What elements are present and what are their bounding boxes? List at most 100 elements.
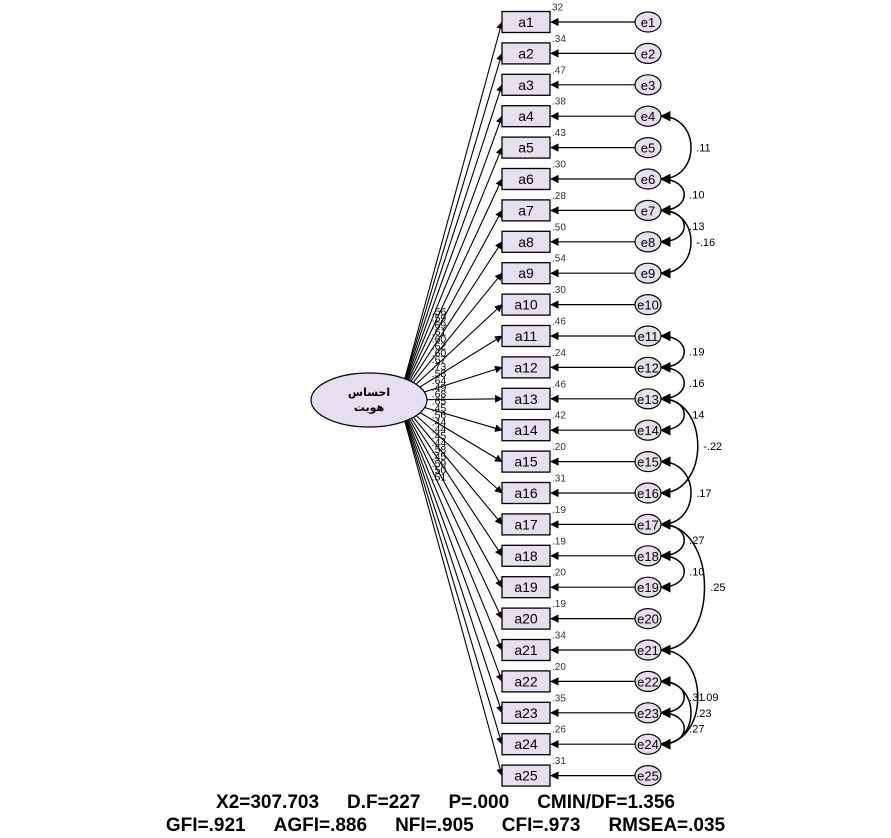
loading-label: .58 <box>432 368 447 380</box>
observed-a24[interactable]: a24 <box>501 733 551 756</box>
covariance-arc <box>659 550 685 593</box>
error-e13[interactable]: e13 <box>634 388 662 410</box>
error-e12[interactable]: e12 <box>634 356 662 378</box>
error-e11[interactable]: e11 <box>634 325 662 347</box>
loading-path <box>398 21 504 401</box>
loading-path <box>398 399 504 777</box>
observed-a5[interactable]: a5 <box>501 136 551 159</box>
error-e24[interactable]: e24 <box>634 733 662 755</box>
observed-label: a13 <box>514 391 538 407</box>
error-label: e6 <box>641 172 655 187</box>
rmsea: RMSEA=.035 <box>608 815 726 836</box>
observed-a14[interactable]: a14 <box>501 419 551 442</box>
covariance-arc <box>659 173 685 216</box>
error-label: e2 <box>641 46 655 61</box>
observed-label: a22 <box>514 673 538 689</box>
error-e4[interactable]: e4 <box>634 105 662 127</box>
error-paths <box>550 17 637 780</box>
observed-label: a11 <box>515 328 538 344</box>
covariance-label: .31 <box>689 692 704 704</box>
error-e14[interactable]: e14 <box>634 419 662 441</box>
observed-a7[interactable]: a7 <box>501 199 551 222</box>
observed-a13[interactable]: a13 <box>501 387 551 410</box>
observed-a1[interactable]: a1 <box>501 10 551 34</box>
path-labels: 32 .34 .47 .38 .43 .30 .28 .50 .54 .30 .46 .24 .46 .4… <box>432 3 726 768</box>
observed-a4[interactable]: a4 <box>501 105 551 128</box>
covariance-label: -.16 <box>696 237 715 249</box>
error-e23[interactable]: e23 <box>634 702 662 724</box>
observed-a25[interactable]: a25 <box>501 764 551 787</box>
error-e2[interactable]: e2 <box>634 42 662 65</box>
observed-a12[interactable]: a12 <box>501 356 551 379</box>
latent-variable[interactable]: احساس هویت <box>310 372 428 428</box>
error-e21[interactable]: e21 <box>634 639 662 661</box>
loading-label: .56 <box>432 306 447 318</box>
observed-label: a14 <box>514 422 538 438</box>
observed-label: a18 <box>514 548 538 564</box>
error-e25[interactable]: e25 <box>634 764 662 787</box>
observed-label: a12 <box>514 359 538 375</box>
error-label: e11 <box>638 329 659 344</box>
covariance-label: .27 <box>689 724 704 736</box>
loading-path <box>398 399 504 683</box>
loading-label: .59 <box>432 313 447 325</box>
observed-a19[interactable]: a19 <box>501 576 551 599</box>
error-e22[interactable]: e22 <box>634 670 662 693</box>
covariance-label: .25 <box>710 582 725 594</box>
observed-a22[interactable]: a22 <box>501 670 551 693</box>
error-e17[interactable]: e17 <box>634 513 662 536</box>
observed-a21[interactable]: a21 <box>501 638 551 662</box>
observed-a6[interactable]: a6 <box>501 167 551 191</box>
observed-a3[interactable]: a3 <box>501 73 551 96</box>
observed-a11[interactable]: a11 <box>501 324 551 348</box>
error-e6[interactable]: e6 <box>634 168 662 190</box>
r-squared-label: .50 <box>552 222 566 233</box>
error-e3[interactable]: e3 <box>634 74 662 96</box>
r-squared-label: .54 <box>552 254 566 265</box>
observed-a10[interactable]: a10 <box>501 293 551 316</box>
observed-a15[interactable]: a15 <box>501 450 551 473</box>
observed-a20[interactable]: a20 <box>501 607 551 630</box>
r-squared-label: .35 <box>552 693 566 704</box>
error-e20[interactable]: e20 <box>634 607 662 630</box>
error-e7[interactable]: e7 <box>634 199 662 221</box>
loading-path <box>398 399 503 557</box>
observed-a9[interactable]: a9 <box>501 262 551 285</box>
r-squared-label: .30 <box>552 160 566 171</box>
error-e18[interactable]: e18 <box>634 545 662 567</box>
cfi: CFI=.973 <box>501 815 581 836</box>
chi-square: X2=307.703 <box>216 792 320 813</box>
observed-a23[interactable]: a23 <box>501 701 551 724</box>
error-e19[interactable]: e19 <box>634 576 662 598</box>
error-e10[interactable]: e10 <box>634 294 662 316</box>
covariance-label: .16 <box>689 378 704 390</box>
covariance-arcs <box>659 110 706 750</box>
error-e9[interactable]: e9 <box>634 262 662 284</box>
loading-label: .56 <box>432 409 447 421</box>
r-squared-label: .28 <box>552 191 566 202</box>
covariance-arc <box>659 205 692 279</box>
observed-a2[interactable]: a2 <box>501 42 551 65</box>
error-e15[interactable]: e15 <box>634 451 662 473</box>
error-e5[interactable]: e5 <box>634 137 662 159</box>
covariance-arc <box>659 110 692 185</box>
covariance-label: .13 <box>689 221 704 233</box>
r-squared-label: .19 <box>552 599 566 610</box>
loading-path <box>398 399 503 588</box>
covariance-arc <box>659 519 706 656</box>
error-label: e7 <box>641 203 655 218</box>
error-e8[interactable]: e8 <box>634 231 662 253</box>
observed-a8[interactable]: a8 <box>501 230 551 253</box>
error-e1[interactable]: e1 <box>634 11 662 33</box>
observed-a17[interactable]: a17 <box>501 513 551 536</box>
error-label: e16 <box>637 486 659 501</box>
r-squared-label: .30 <box>552 285 566 296</box>
observed-a18[interactable]: a18 <box>501 544 551 567</box>
error-label: e25 <box>637 769 659 784</box>
error-e16[interactable]: e16 <box>634 482 662 504</box>
loading-label: .44 <box>432 416 447 428</box>
loading-label: .62 <box>432 340 447 352</box>
observed-a16[interactable]: a16 <box>501 481 551 505</box>
observed-label: a7 <box>518 202 534 218</box>
loading-path <box>398 115 504 401</box>
